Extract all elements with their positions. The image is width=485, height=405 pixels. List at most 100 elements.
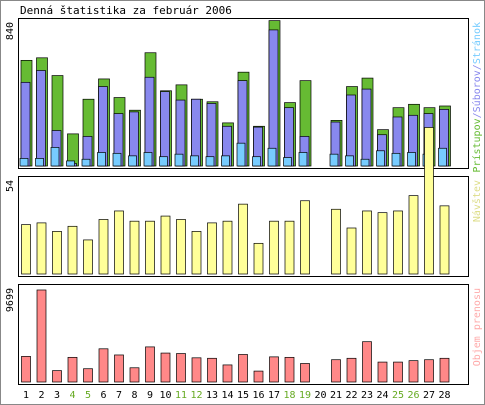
x-tick-day-25: 25 <box>392 390 404 401</box>
y-max-label: 54 <box>5 180 16 192</box>
x-tick-day-15: 15 <box>237 390 249 401</box>
x-tick-day-23: 23 <box>361 390 373 401</box>
bar-Objem prenosu-day-17 <box>269 356 279 383</box>
bar-Súborov-day-2 <box>36 70 46 167</box>
bar-Súborov-day-1 <box>20 81 31 167</box>
bar-Objem prenosu-day-21 <box>331 359 341 383</box>
bar-Objem prenosu-day-26 <box>408 360 419 383</box>
legend-part-0: Objem prenosu <box>472 288 483 366</box>
x-tick-day-14: 14 <box>221 390 233 401</box>
x-tick-day-22: 22 <box>345 390 357 401</box>
bar-Stránok-day-17 <box>267 147 277 167</box>
bar-Stránok-day-10 <box>159 156 168 167</box>
chart-title: Denná štatistika za február 2006 <box>20 4 232 17</box>
bar-Objem prenosu-day-1 <box>21 356 31 383</box>
x-tick-day-24: 24 <box>376 390 388 401</box>
bar-Návštev-day-23 <box>362 210 372 275</box>
bar-Stránok-day-5 <box>81 158 91 167</box>
x-tick-day-5: 5 <box>85 390 91 401</box>
x-tick-day-2: 2 <box>38 390 44 401</box>
bar-Návštev-day-16 <box>253 242 264 275</box>
bar-Návštev-day-2 <box>36 222 47 275</box>
x-tick-day-10: 10 <box>159 390 171 401</box>
bar-Stránok-day-22 <box>345 155 354 167</box>
legend-part-0: Prístupov <box>471 118 483 172</box>
bar-Súborov-day-23 <box>361 88 372 167</box>
bar-Návštev-day-27 <box>424 127 434 275</box>
bar-Stránok-day-25 <box>391 152 401 167</box>
bar-Objem prenosu-day-12 <box>191 357 202 383</box>
bar-Stránok-day-15 <box>236 142 246 167</box>
bar-Objem prenosu-day-7 <box>114 354 124 383</box>
bar-Súborov-day-10 <box>160 91 170 167</box>
bar-Návštev-day-8 <box>129 220 140 275</box>
bar-Objem prenosu-day-11 <box>176 353 186 383</box>
bar-Stránok-day-6 <box>97 152 106 167</box>
bar-Návštev-day-4 <box>67 225 78 275</box>
bar-Stránok-day-14 <box>221 155 230 167</box>
x-tick-day-1: 1 <box>23 390 29 401</box>
bar-Objem prenosu-day-5 <box>83 368 93 383</box>
x-tick-day-6: 6 <box>100 390 106 401</box>
bar-Stránok-day-21 <box>329 153 339 167</box>
bar-Stránok-day-2 <box>35 158 44 167</box>
bar-Stránok-day-3 <box>50 147 60 167</box>
bar-Objem prenosu-day-3 <box>52 370 62 383</box>
bar-Objem prenosu-day-19 <box>300 363 310 383</box>
x-axis-labels: 1 2 3 4 5 6 7 8 9 10 11 12 13 14 15 16 17 18 19 20 21 22 23 24 2… <box>23 390 451 401</box>
bar-Návštev-day-17 <box>269 220 279 275</box>
bar-Objem prenosu-day-14 <box>222 364 233 383</box>
bar-Stránok-day-12 <box>190 155 199 167</box>
series-legend-label: Objem prenosu <box>472 288 483 366</box>
bar-Objem prenosu-day-27 <box>424 359 434 383</box>
panel-2: 54 Návštev <box>5 127 483 277</box>
legend-part-0: Návštev <box>471 180 483 222</box>
bar-Návštev-day-26 <box>408 195 419 275</box>
bar-Objem prenosu-day-25 <box>393 361 403 383</box>
x-tick-day-12: 12 <box>190 390 202 401</box>
x-tick-day-13: 13 <box>206 390 218 401</box>
bar-Objem prenosu-day-9 <box>145 346 155 383</box>
legend-part-1: / <box>472 112 483 118</box>
x-tick-day-27: 27 <box>423 390 435 401</box>
bar-Objem prenosu-day-24 <box>377 361 388 383</box>
bar-Objem prenosu-day-6 <box>98 348 109 383</box>
bar-Stránok-day-11 <box>174 153 184 167</box>
bar-Stránok-day-8 <box>128 155 137 167</box>
bar-Stránok-day-23 <box>360 158 370 167</box>
x-tick-day-16: 16 <box>252 390 264 401</box>
series-legend-label: Návštev <box>471 180 483 222</box>
bar-Návštev-day-13 <box>207 222 217 275</box>
bar-Stránok-day-9 <box>143 152 153 167</box>
bar-Návštev-day-1 <box>21 224 31 275</box>
bar-Objem prenosu-day-18 <box>284 356 295 383</box>
series-legend-label: Prístupov/Súborov/Stránok <box>471 22 483 173</box>
bar-Návštev-day-7 <box>114 210 124 275</box>
bar-Stránok-day-7 <box>112 152 122 167</box>
bar-Návštev-day-18 <box>284 220 295 275</box>
panel-3: 9699 Objem prenosu <box>5 284 483 385</box>
bar-Návštev-day-19 <box>300 200 310 275</box>
bar-Objem prenosu-day-8 <box>129 367 140 383</box>
bar-Návštev-day-9 <box>145 220 155 275</box>
bar-Návštev-day-15 <box>238 203 248 275</box>
legend-part-2: Súborov <box>471 70 483 112</box>
bar-Objem prenosu-day-4 <box>67 356 78 383</box>
bar-Objem prenosu-day-2 <box>36 289 47 383</box>
bar-Objem prenosu-day-23 <box>362 341 372 383</box>
bar-Stránok-day-19 <box>298 152 308 167</box>
bar-Návštev-day-24 <box>377 212 388 275</box>
bar-Objem prenosu-day-16 <box>253 370 264 383</box>
x-tick-day-20: 20 <box>314 390 326 401</box>
bar-Návštev-day-21 <box>331 208 341 275</box>
x-tick-day-9: 9 <box>147 390 153 401</box>
x-tick-day-3: 3 <box>54 390 60 401</box>
x-tick-day-18: 18 <box>283 390 295 401</box>
x-tick-day-8: 8 <box>131 390 137 401</box>
bar-Návštev-day-10 <box>160 215 171 275</box>
bar-Stránok-day-13 <box>205 156 215 167</box>
legend-part-4: Stránok <box>471 22 483 64</box>
